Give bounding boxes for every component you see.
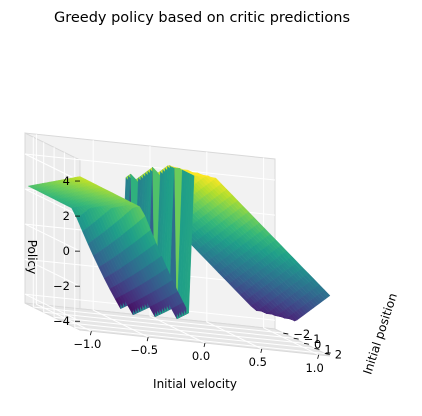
x-tick-label: 0.0	[192, 349, 210, 363]
grid-line-x	[35, 134, 92, 332]
y-tick-label: −1	[304, 332, 321, 346]
x-tick-label: −1.0	[73, 337, 101, 351]
x-tick-mark	[203, 342, 206, 348]
grid-line-x	[263, 157, 319, 356]
y-tick-label: 0	[314, 337, 321, 351]
x-tick-label: 1.0	[305, 361, 323, 375]
y-tick-label: −2	[293, 327, 310, 341]
z-tick-label: 4	[63, 174, 70, 188]
z-tick-label: −2	[53, 279, 70, 293]
x-tick-mark	[260, 348, 263, 354]
grid-line-y	[32, 137, 284, 334]
policy-surface	[27, 165, 331, 322]
z-tick-label: 0	[63, 244, 70, 258]
x-tick-mark	[89, 331, 92, 336]
y-tick-mark	[324, 353, 330, 355]
y-tick-mark	[303, 342, 310, 345]
z-axis-label: Policy	[25, 240, 39, 275]
grid-line-z	[24, 258, 276, 287]
surface-facet	[321, 289, 331, 298]
z-tick-label: −4	[53, 314, 70, 328]
y-axis-label: Initial position	[360, 291, 399, 376]
z-tick-label: 2	[63, 209, 70, 223]
chart-title: Greedy policy based on critic prediction…	[54, 10, 350, 26]
y-tick-mark	[283, 332, 289, 335]
y-tick-mark	[293, 337, 299, 340]
x-tick-label: 0.5	[249, 355, 267, 369]
grid-line-y	[53, 147, 305, 344]
grid-line-y	[63, 152, 315, 349]
y-tick-label: 1	[324, 342, 331, 356]
x-axis-label: Initial velocity	[153, 377, 237, 391]
x-tick-label: −0.5	[130, 343, 158, 357]
y-tick-label: 2	[335, 347, 342, 361]
y-tick-mark	[314, 347, 320, 350]
x-tick-mark	[317, 354, 320, 359]
x-tick-mark	[146, 336, 149, 342]
grid-line-z	[24, 153, 276, 182]
grid-line-z	[24, 293, 276, 322]
grid-line-y	[43, 142, 294, 339]
